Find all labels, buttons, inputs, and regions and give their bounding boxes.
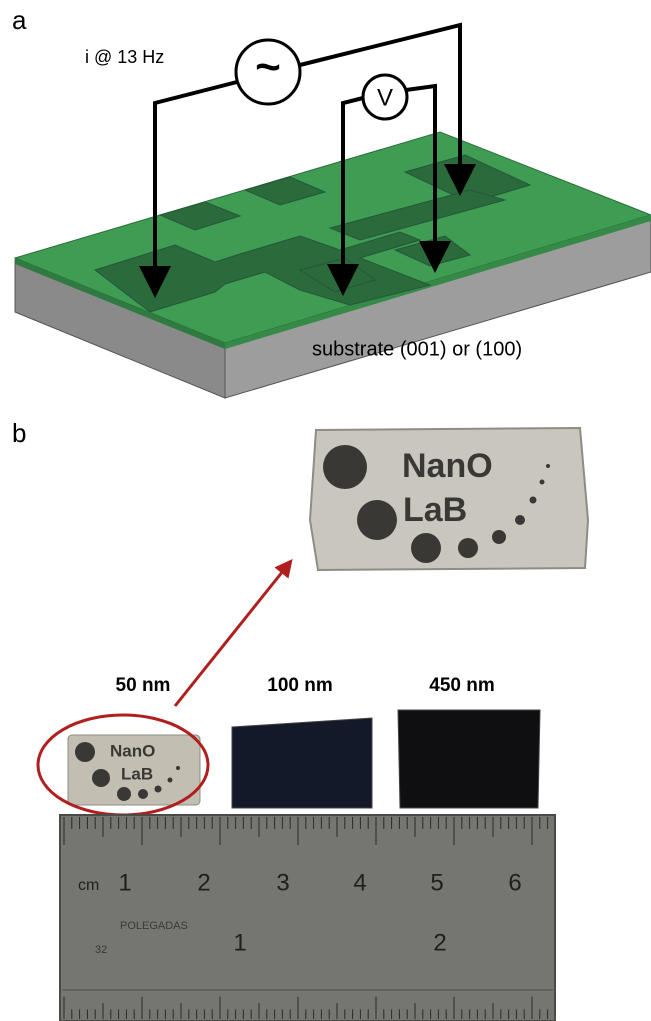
- ruler-inch-sub: 32: [95, 944, 107, 956]
- logo-text: NanO: [110, 741, 155, 760]
- sample-450nm: [398, 710, 540, 808]
- substrate-label: substrate (001) or (100): [312, 338, 522, 360]
- ruler-cm-mark: 6: [508, 869, 521, 896]
- logo-text: LaB: [121, 764, 153, 783]
- thickness-label: 100 nm: [267, 675, 332, 696]
- ruler-cm-mark: 3: [276, 869, 289, 896]
- page: a ~ V i @ 13 Hz substrate (001) or (100)…: [0, 0, 651, 1021]
- logo-text: NanO: [402, 447, 493, 485]
- ruler-cm-mark: 4: [353, 869, 366, 896]
- ruler-inch-label: POLEGADAS: [120, 920, 188, 932]
- ruler-inch-mark: 2: [433, 929, 446, 956]
- ruler-cm-mark: 5: [430, 869, 443, 896]
- thickness-label: 450 nm: [429, 675, 494, 696]
- ruler-cm-mark: 2: [197, 869, 210, 896]
- ruler: [60, 815, 555, 1021]
- ruler-inch-mark: 1: [233, 929, 246, 956]
- source-symbol: ~: [255, 43, 281, 92]
- current-label: i @ 13 Hz: [85, 47, 164, 67]
- panel-label: b: [12, 418, 26, 448]
- ruler-cm-mark: 1: [118, 869, 131, 896]
- figure: a ~ V i @ 13 Hz substrate (001) or (100)…: [0, 0, 651, 1021]
- sample-100nm: [232, 718, 372, 808]
- logo-text: LaB: [403, 491, 467, 529]
- thickness-label: 50 nm: [116, 675, 171, 696]
- voltmeter-label: V: [377, 84, 393, 111]
- panel-label: a: [12, 5, 27, 35]
- ruler-unit: cm: [78, 877, 99, 894]
